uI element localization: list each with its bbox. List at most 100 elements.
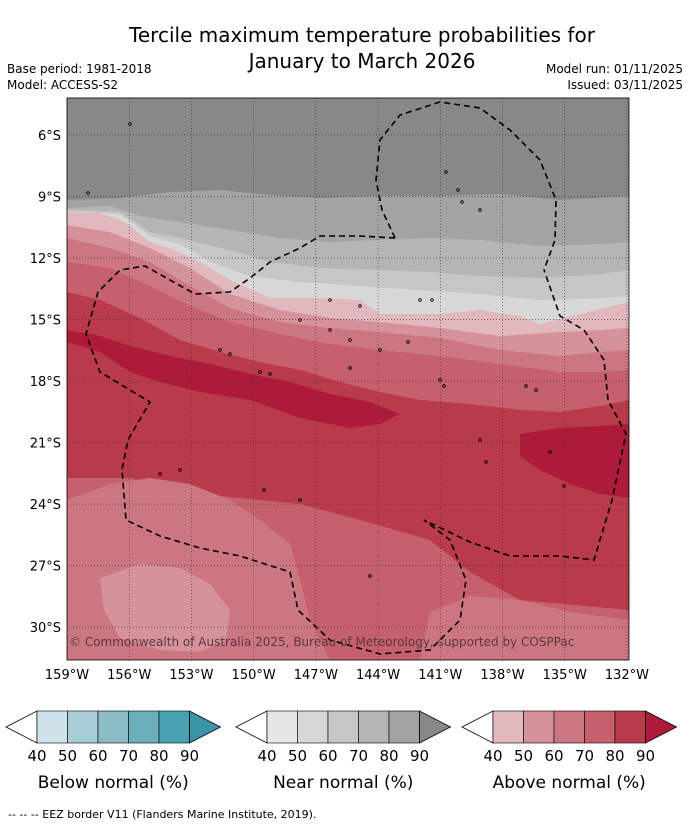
lon-label: 138°W <box>480 668 524 683</box>
model-name: Model: ACCESS-S2 <box>7 78 119 92</box>
above-normal-90-zone <box>67 330 400 428</box>
island-marker <box>218 348 222 352</box>
island-marker <box>178 468 182 472</box>
island-marker <box>534 388 538 392</box>
lon-label: 159°W <box>45 668 89 683</box>
island-marker <box>358 304 362 308</box>
colorbar-segment <box>327 710 359 744</box>
island-marker <box>478 438 482 442</box>
model-run: Model run: 01/11/2025 <box>545 62 683 76</box>
colorbar-segment <box>158 710 190 744</box>
lat-label: 6°S <box>38 129 61 144</box>
lon-label: 132°W <box>605 668 649 683</box>
colorbar-tick-label: 60 <box>88 747 107 765</box>
island-marker <box>456 188 460 192</box>
island-marker <box>348 366 352 370</box>
colorbar-segment <box>358 710 390 744</box>
colorbar-tick-label: 50 <box>288 747 307 765</box>
colorbar-tick-label: 90 <box>180 747 199 765</box>
colorbar-segment <box>128 710 160 744</box>
lat-label: 9°S <box>38 190 61 205</box>
colorbar-title: Near normal (%) <box>273 773 413 793</box>
colorbar-tick-label: 60 <box>544 747 563 765</box>
colorbar-segment <box>266 710 298 744</box>
island-marker <box>478 208 482 212</box>
lat-label: 27°S <box>30 560 61 575</box>
colorbars: 40 50 60 70 80 90 Below normal (%) 40 50 60 70 80 90… <box>5 710 678 793</box>
colorbar-2: 40 50 60 70 80 90 Near normal (%) <box>235 710 452 793</box>
island-marker <box>406 340 410 344</box>
colorbar-segment <box>614 710 646 744</box>
map-title: Tercile maximum temperature probabilitie… <box>0 22 690 74</box>
lon-label: 153°W <box>169 668 213 683</box>
island-marker <box>86 191 90 195</box>
island-marker <box>268 372 272 376</box>
lat-label: 15°S <box>30 314 61 329</box>
colorbar-tick-label: 60 <box>318 747 337 765</box>
island-marker <box>444 170 448 174</box>
colorbar-under-triangle <box>461 710 494 744</box>
island-marker <box>328 298 332 302</box>
lat-label: 30°S <box>30 621 61 636</box>
island-marker <box>548 450 552 454</box>
colorbar-tick-label: 80 <box>605 747 624 765</box>
colorbar-tick-label: 80 <box>379 747 398 765</box>
lon-label: 135°W <box>543 668 587 683</box>
colorbar-over-triangle <box>189 710 222 744</box>
colorbar-segment <box>297 710 329 744</box>
map-area <box>67 98 629 660</box>
title-line-1: Tercile maximum temperature probabilitie… <box>129 23 595 47</box>
lon-label: 150°W <box>232 668 276 683</box>
colorbar-under-triangle <box>235 710 268 744</box>
island-marker <box>258 370 262 374</box>
colorbar-tick-label: 70 <box>349 747 368 765</box>
colorbar-tick-label: 90 <box>636 747 655 765</box>
colorbar-segment <box>492 710 524 744</box>
colorbar-over-triangle <box>419 710 452 744</box>
colorbar-tick-label: 40 <box>27 747 46 765</box>
map-gridlines <box>67 98 629 660</box>
colorbar-segment <box>584 710 616 744</box>
colorbar-segment <box>97 710 129 744</box>
lat-label: 12°S <box>30 252 61 267</box>
island-marker <box>262 488 266 492</box>
colorbar-tick-label: 70 <box>119 747 138 765</box>
colorbar-tick-label: 80 <box>149 747 168 765</box>
island-marker <box>298 318 302 322</box>
colorbar-over-triangle <box>645 710 678 744</box>
title-line-2: January to March 2026 <box>248 49 476 73</box>
map-frame <box>66 97 630 661</box>
island-marker <box>298 498 302 502</box>
island-marker <box>328 328 332 332</box>
colorbar-tick-label: 40 <box>483 747 502 765</box>
colorbar-segment <box>36 710 68 744</box>
meta-left: Base period: 1981-2018 Model: ACCESS-S2 <box>7 61 152 93</box>
colorbar-tick-label: 90 <box>410 747 429 765</box>
lat-label: 18°S <box>30 375 61 390</box>
island-marker <box>524 384 528 388</box>
eez-border-north <box>375 101 557 271</box>
colorbar-segment <box>388 710 420 744</box>
island-marker <box>484 460 488 464</box>
island-marker <box>430 298 434 302</box>
island-marker <box>418 298 422 302</box>
lon-label: 156°W <box>107 668 151 683</box>
island-marker <box>378 348 382 352</box>
copyright-text: © Commonwealth of Australia 2025, Bureau… <box>69 635 574 649</box>
colorbar-3: 40 50 60 70 80 90 Above normal (%) <box>461 710 678 793</box>
longitude-labels: 159°W 156°W 153°W 150°W 147°W 144°W 141°W 138°W… <box>45 668 649 683</box>
island-marker <box>228 352 232 356</box>
colorbar-1: 40 50 60 70 80 90 Below normal (%) <box>5 710 222 793</box>
above-normal-50-southwest-zone <box>100 564 230 652</box>
latitude-labels: 6°S 9°S 12°S 15°S 18°S 21°S 24°S 27°S 30°S <box>30 129 61 636</box>
island-marker <box>438 378 442 382</box>
colorbar-segment <box>67 710 99 744</box>
colorbar-segment <box>553 710 585 744</box>
base-period: Base period: 1981-2018 <box>7 62 152 76</box>
lon-label: 144°W <box>356 668 400 683</box>
island-marker <box>158 472 162 476</box>
colorbar-title: Below normal (%) <box>38 773 189 793</box>
island-marker <box>562 484 566 488</box>
colorbar-segment <box>523 710 555 744</box>
